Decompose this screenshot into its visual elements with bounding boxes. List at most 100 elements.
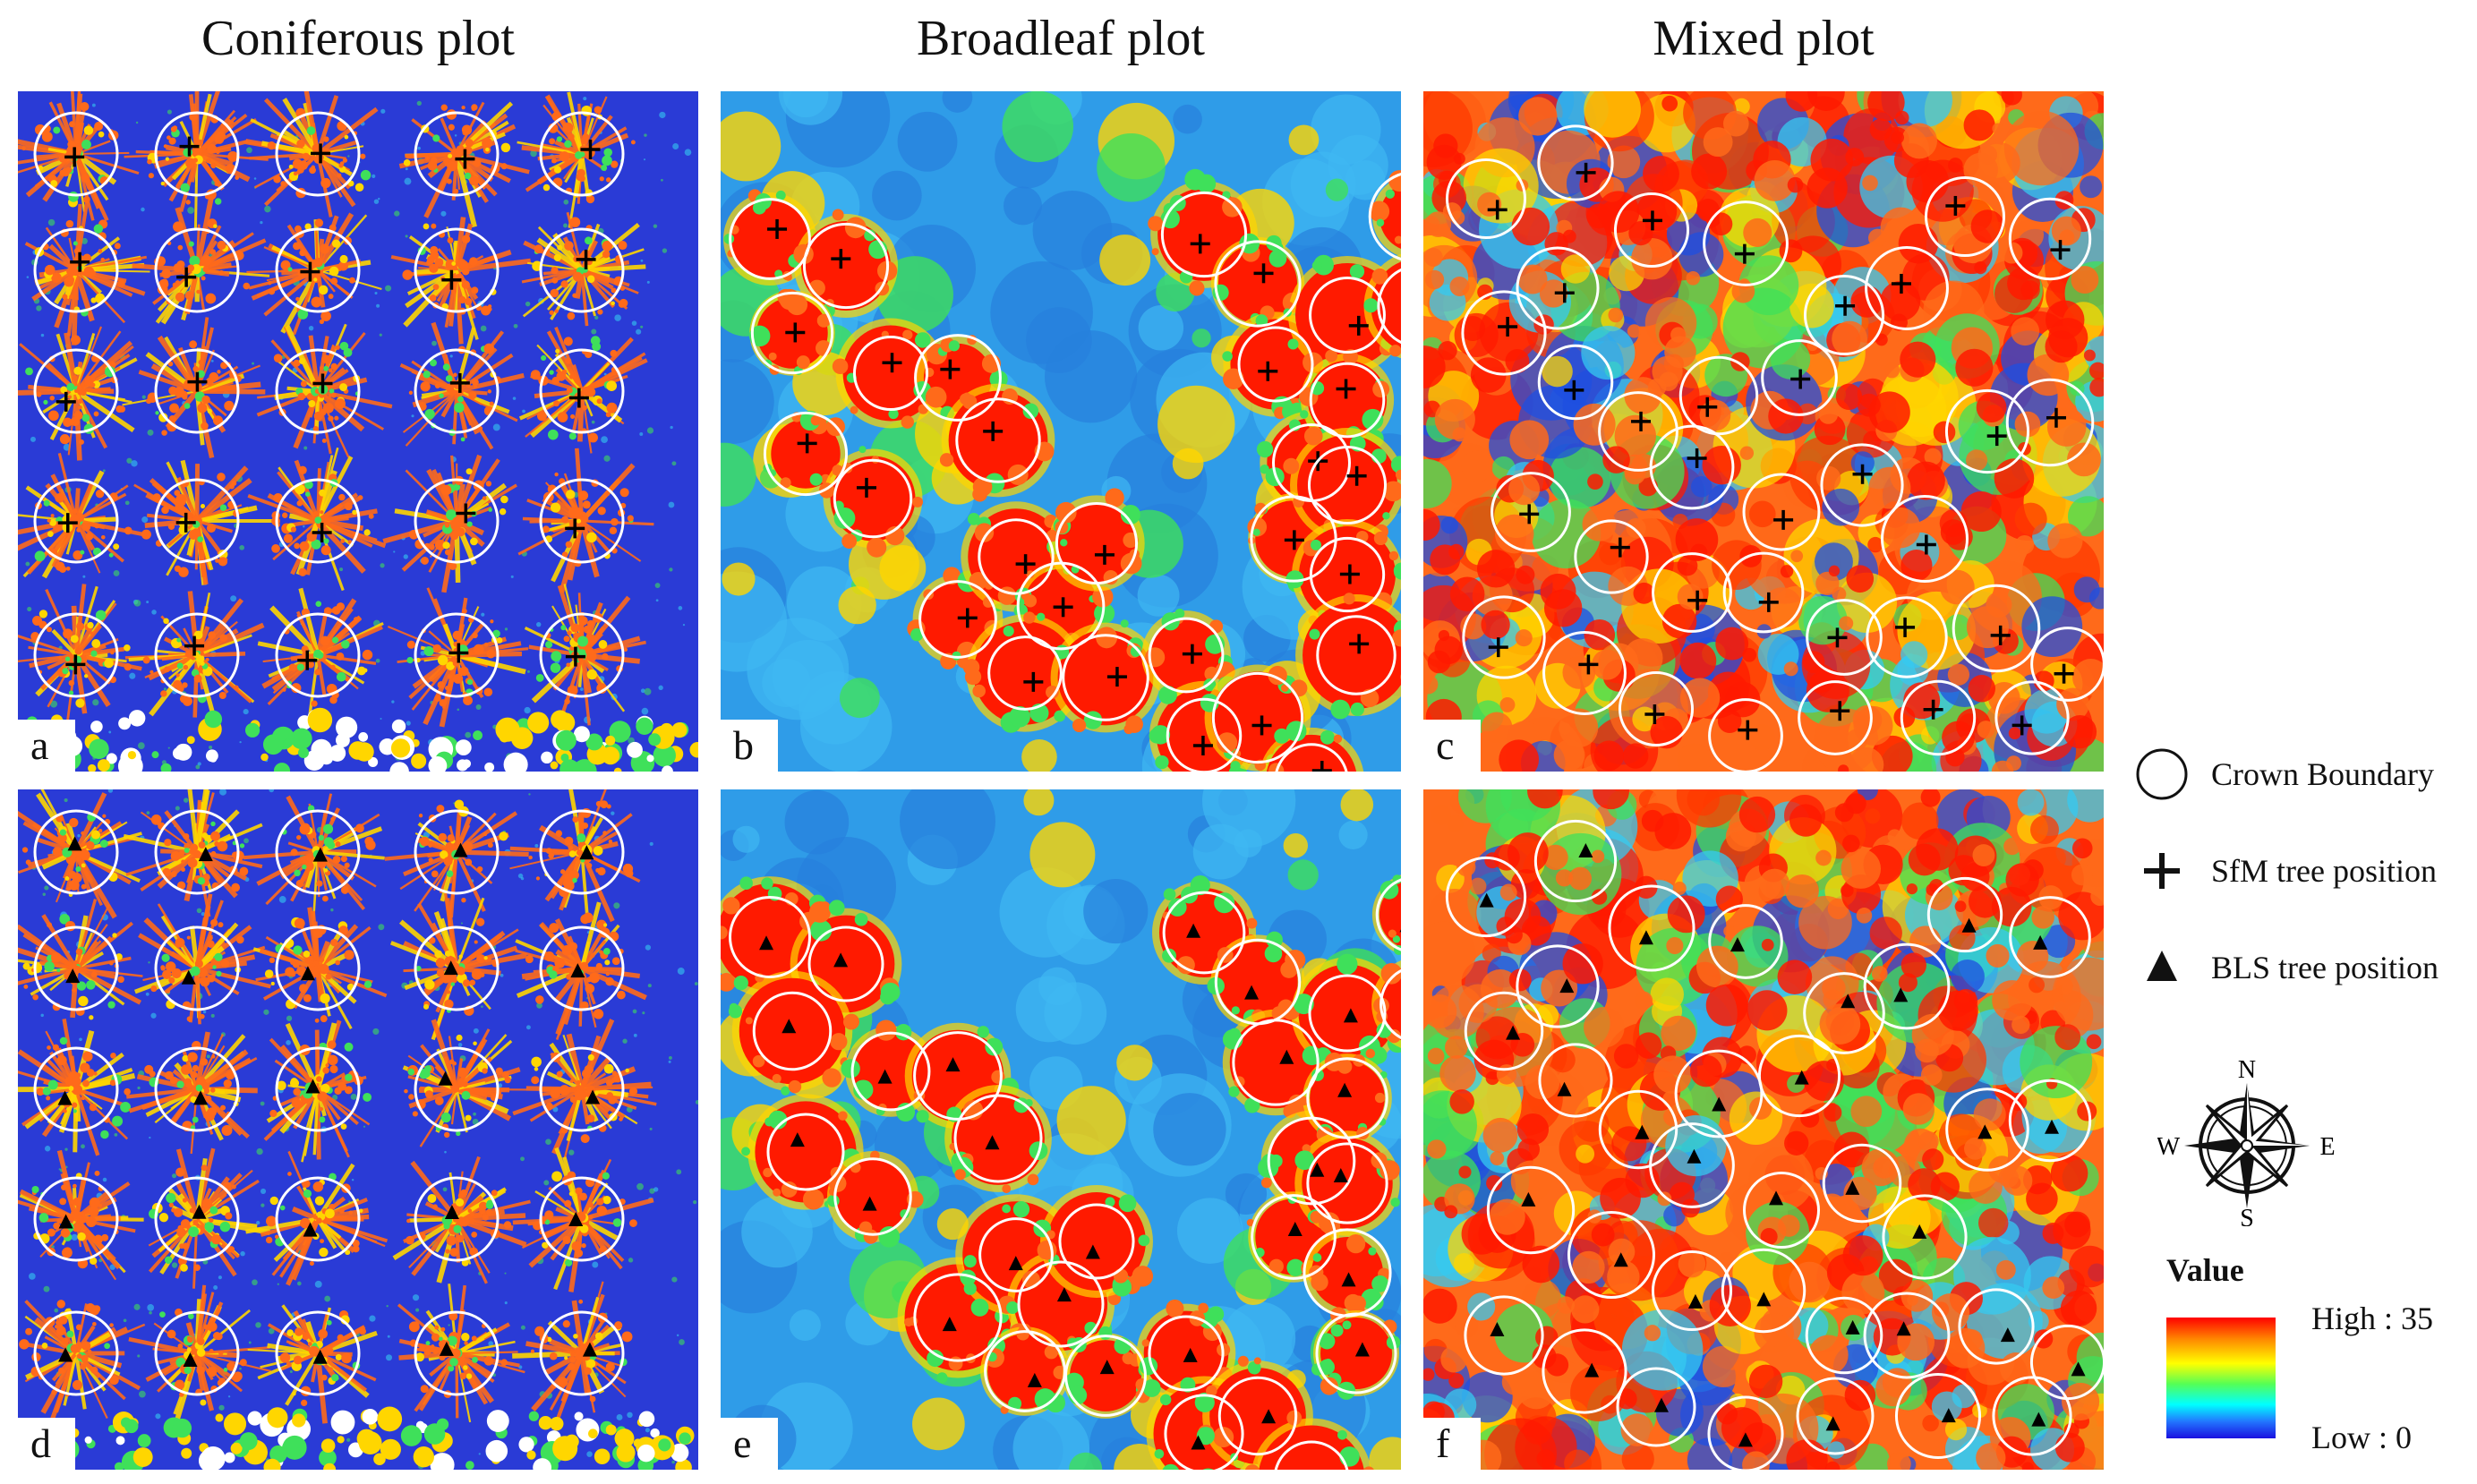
crown-boundary-circle xyxy=(154,809,240,895)
crown-boundary-circle xyxy=(1651,1249,1733,1332)
crown-boundary-circle xyxy=(1462,595,1546,679)
crown-boundary-circle xyxy=(1678,355,1759,436)
crown-boundary-circle xyxy=(1598,391,1678,472)
crown-boundary-circle xyxy=(953,1094,1043,1183)
crown-boundary-circle xyxy=(1275,743,1348,772)
bls-tree-position xyxy=(1712,1096,1727,1112)
bls-tree-position xyxy=(1756,1292,1772,1307)
bls-tree-position xyxy=(181,969,196,985)
sfm-tree-position xyxy=(1190,234,1210,254)
bls-tree-position xyxy=(1845,1319,1860,1335)
compass-e: E xyxy=(2319,1133,2335,1161)
map-panel-e: e xyxy=(721,789,1401,1470)
sfm-tree-position xyxy=(957,608,978,628)
crown-boundary-circle xyxy=(1761,339,1838,416)
crown-boundary-circle xyxy=(1803,274,1885,356)
crown-boundary-circle xyxy=(1863,1292,1951,1379)
bls-tree-position xyxy=(1825,1416,1841,1431)
crown-boundary-circle xyxy=(1542,1328,1627,1414)
crown-boundary-circle xyxy=(275,925,361,1011)
crown-boundary-circle xyxy=(1464,991,1544,1071)
crown-boundary-circle xyxy=(1058,1203,1135,1280)
crown-boundary-circle xyxy=(1214,938,1302,1026)
crown-boundary-circle xyxy=(1445,856,1527,938)
crown-boundary-circle xyxy=(1309,362,1386,439)
crown-boundary-circle xyxy=(913,1031,1003,1121)
crown-boundary-circle xyxy=(414,612,500,698)
crown-boundary-circle xyxy=(275,809,361,895)
crown-boundary-circle xyxy=(918,580,997,659)
crown-boundary-circle xyxy=(1274,1440,1349,1470)
crown-boundary-circle xyxy=(729,896,811,978)
bls-tree-position xyxy=(439,1341,454,1356)
ramp-low-label: Low : 0 xyxy=(2311,1420,2412,1455)
crown-boundary-circle xyxy=(1742,473,1821,551)
crown-boundary-circle xyxy=(1375,878,1401,951)
sfm-tree-position xyxy=(65,654,86,675)
crown-boundary-circle xyxy=(1757,1034,1841,1118)
bls-tree-position xyxy=(1893,987,1909,1002)
bls-tree-position xyxy=(58,1347,73,1362)
crown-boundary-circle xyxy=(763,411,849,497)
crown-boundary-circle xyxy=(1806,599,1883,676)
crown-boundary-circle xyxy=(852,335,929,412)
sfm-tree-position xyxy=(311,143,331,164)
legend-bls-position: BLS tree position xyxy=(2131,936,2477,999)
crown-boundary-circle xyxy=(1863,942,1951,1030)
crown-boundary-circle xyxy=(984,1330,1066,1412)
sfm-tree-position xyxy=(1336,379,1356,399)
bls-tree-position xyxy=(1687,1293,1703,1309)
sfm-tree-position xyxy=(184,635,205,656)
bls-triangle-icon xyxy=(2147,951,2177,981)
bls-tree-position xyxy=(1341,1272,1356,1287)
sfm-tree-position xyxy=(1564,380,1584,400)
sfm-tree-position xyxy=(70,252,90,272)
crown-boundary-circle xyxy=(2008,197,2092,281)
map-panel-a: a xyxy=(18,91,698,772)
crown-boundary-circle xyxy=(414,925,500,1011)
compass-rose-icon: N S E W xyxy=(2157,1056,2336,1226)
bls-tree-position xyxy=(1912,1224,1927,1239)
column-title-mixed: Mixed plot xyxy=(1653,11,1875,66)
crown-overlay xyxy=(1445,819,2104,1470)
sfm-tree-position xyxy=(1519,504,1540,525)
crown-overlay xyxy=(1445,124,2104,772)
bls-tree-position xyxy=(1687,1148,1702,1164)
sfm-tree-position xyxy=(1487,200,1508,220)
panel-label: a xyxy=(18,720,75,772)
crown-boundary-circle xyxy=(2009,896,2091,978)
sfm-tree-position xyxy=(179,136,200,157)
crown-boundary-circle xyxy=(1251,1194,1337,1280)
crown-boundary-circle xyxy=(1166,697,1243,772)
sfm-tree-position xyxy=(1015,554,1036,575)
bls-tree-position xyxy=(1008,1256,1023,1271)
crown-boundary-circle xyxy=(539,111,625,197)
sfm-tree-position xyxy=(1498,316,1518,337)
crown-boundary-circle xyxy=(539,1046,625,1132)
crown-boundary-circle xyxy=(955,397,1041,483)
crown-boundary-circle xyxy=(414,1176,500,1262)
bls-tree-position xyxy=(862,1196,877,1211)
bls-tree-position xyxy=(1653,1397,1669,1412)
bls-tree-position xyxy=(453,842,468,857)
crown-boundary-circle xyxy=(1574,519,1649,594)
crown-boundary-circle xyxy=(154,227,240,313)
bls-tree-position xyxy=(877,1069,893,1084)
bls-tree-position xyxy=(312,1349,328,1364)
sfm-tree-position xyxy=(1631,411,1652,431)
crown-boundary-circle xyxy=(1064,1335,1147,1417)
crown-boundary-circle xyxy=(1618,670,1695,747)
crown-boundary-circle xyxy=(1866,596,1948,678)
sfm-tree-position xyxy=(1734,243,1755,264)
crown-boundary-circle xyxy=(1316,615,1397,695)
bls-tree-position xyxy=(1584,1362,1600,1377)
bls-tree-position xyxy=(183,1352,198,1367)
bls-tree-position xyxy=(1841,994,1856,1009)
bls-tree-position xyxy=(568,1211,584,1226)
crown-overlay xyxy=(729,878,1401,1470)
crown-boundary-circle xyxy=(275,612,361,698)
crown-boundary-circle xyxy=(539,925,625,1011)
crown-boundary-circle xyxy=(1490,472,1571,552)
crown-boundary-circle xyxy=(1055,501,1139,585)
crown-boundary-circle xyxy=(414,111,500,197)
